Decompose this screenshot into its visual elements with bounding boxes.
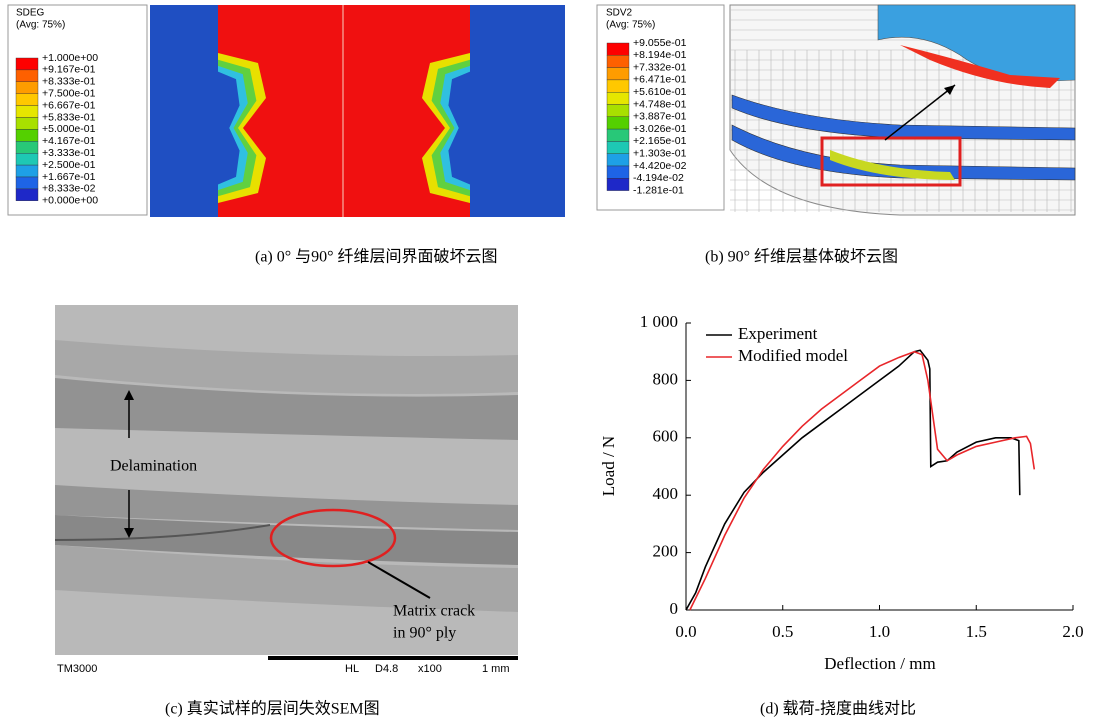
legend-label: +7.500e-01 — [42, 87, 96, 99]
y-tick-label: 200 — [653, 542, 679, 561]
sem-label: HL — [345, 663, 359, 675]
y-tick-label: 1 000 — [640, 312, 678, 331]
y-axis-label: Load / N — [599, 436, 618, 496]
sem-label: D4.8 — [375, 663, 398, 675]
legend-label: +8.333e-01 — [42, 76, 96, 88]
legend-swatch — [607, 166, 629, 178]
legend-title: SDV2 — [606, 8, 633, 19]
legend-label: +3.333e-01 — [42, 147, 96, 159]
legend-title: SDEG — [16, 8, 45, 19]
legend-label: +8.194e-01 — [633, 49, 687, 61]
y-tick-label: 800 — [653, 369, 679, 388]
legend-label: +5.833e-01 — [42, 111, 96, 123]
legend-subtitle: (Avg: 75%) — [16, 20, 65, 31]
panel-c: Delamination Matrix crack in 90° ply TM3… — [55, 305, 518, 718]
x-tick-label: 1.5 — [966, 622, 987, 641]
legend-swatch — [607, 117, 629, 129]
legend-swatch — [607, 178, 629, 190]
legend-swatch — [16, 82, 38, 94]
legend-label: +9.055e-01 — [633, 37, 687, 49]
x-tick-label: 0.0 — [675, 622, 696, 641]
legend-label: +5.610e-01 — [633, 86, 687, 98]
legend-label: -1.281e-01 — [633, 184, 684, 196]
panel-b: SDV2 (Avg: 75%) +9.055e-01+8.194e-01+7.3… — [597, 5, 1075, 266]
legend-label: +0.000e+00 — [42, 195, 98, 207]
caption: (a) 0° 与90° 纤维层间界面破坏云图 — [255, 248, 498, 266]
legend-swatch — [16, 141, 38, 153]
legend-swatch — [607, 43, 629, 55]
legend-label: +1.667e-01 — [42, 171, 96, 183]
caption: (d) 载荷-挠度曲线对比 — [760, 700, 916, 718]
sem-label: 1 mm — [482, 663, 510, 675]
legend-label: +8.333e-02 — [42, 183, 96, 195]
legend-swatch — [607, 80, 629, 92]
legend-swatch — [607, 105, 629, 117]
legend-swatch — [16, 94, 38, 106]
legend-label: +2.165e-01 — [633, 135, 687, 147]
legend-swatch — [607, 154, 629, 166]
legend-label: +3.887e-01 — [633, 111, 687, 123]
legend-label: +7.332e-01 — [633, 61, 687, 73]
y-tick-label: 600 — [653, 427, 679, 446]
legend-subtitle: (Avg: 75%) — [606, 20, 655, 31]
legend-label: +5.000e-01 — [42, 123, 96, 135]
y-tick-label: 400 — [653, 484, 679, 503]
legend-swatch — [16, 118, 38, 130]
figure: SDEG (Avg: 75%) +1.000e+00+9.167e-01+8.3… — [0, 0, 1104, 725]
legend-swatch — [16, 153, 38, 165]
annotation: Matrix crack — [393, 603, 475, 620]
legend-label: -4.194e-02 — [633, 172, 684, 184]
legend-swatch — [16, 106, 38, 118]
legend-label: +6.667e-01 — [42, 99, 96, 111]
series-line — [690, 352, 1034, 610]
y-tick-label: 0 — [670, 599, 679, 618]
annotation: in 90° ply — [393, 625, 456, 642]
legend-swatch — [16, 129, 38, 141]
legend-label: +4.748e-01 — [633, 98, 687, 110]
legend-swatch — [16, 189, 38, 201]
annotation: Delamination — [110, 458, 197, 475]
legend-swatch — [607, 129, 629, 141]
legend-label: +3.026e-01 — [633, 123, 687, 135]
legend-swatch — [16, 177, 38, 189]
mesh-image — [730, 5, 1075, 215]
legend-label: Experiment — [738, 324, 818, 343]
legend-swatch — [607, 55, 629, 67]
sem-label: TM3000 — [57, 663, 97, 675]
legend-swatch — [607, 68, 629, 80]
legend-swatch — [16, 58, 38, 70]
x-tick-label: 0.5 — [772, 622, 793, 641]
series-line — [686, 350, 1020, 610]
x-axis-label: Deflection / mm — [824, 654, 935, 673]
legend-label: +6.471e-01 — [633, 74, 687, 86]
legend-swatch — [16, 165, 38, 177]
legend-label: +1.000e+00 — [42, 52, 98, 64]
legend-label: +2.500e-01 — [42, 159, 96, 171]
legend-swatch — [607, 141, 629, 153]
legend-swatch — [16, 70, 38, 82]
legend-label: Modified model — [738, 346, 848, 365]
legend-scale: +1.000e+00+9.167e-01+8.333e-01+7.500e-01… — [16, 52, 98, 207]
legend-label: +1.303e-01 — [633, 147, 687, 159]
panel-a: SDEG (Avg: 75%) +1.000e+00+9.167e-01+8.3… — [8, 5, 565, 266]
x-tick-label: 1.0 — [869, 622, 890, 641]
x-tick-label: 2.0 — [1062, 622, 1083, 641]
legend-label: +9.167e-01 — [42, 64, 96, 76]
legend-label: +4.167e-01 — [42, 135, 96, 147]
legend-swatch — [607, 92, 629, 104]
legend-label: +4.420e-02 — [633, 160, 687, 172]
sem-label: x100 — [418, 663, 442, 675]
caption: (b) 90° 纤维层基体破坏云图 — [705, 248, 898, 266]
legend-scale: +9.055e-01+8.194e-01+7.332e-01+6.471e-01… — [607, 37, 687, 197]
caption: (c) 真实试样的层间失效SEM图 — [165, 700, 380, 718]
panel-d: (d) 载荷-挠度曲线对比 Deflection / mm Load / N 0… — [599, 312, 1084, 718]
